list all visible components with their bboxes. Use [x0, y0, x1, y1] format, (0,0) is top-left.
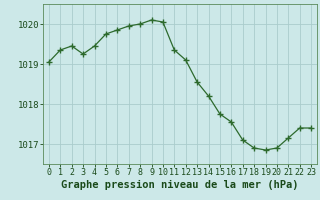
X-axis label: Graphe pression niveau de la mer (hPa): Graphe pression niveau de la mer (hPa) — [61, 180, 299, 190]
